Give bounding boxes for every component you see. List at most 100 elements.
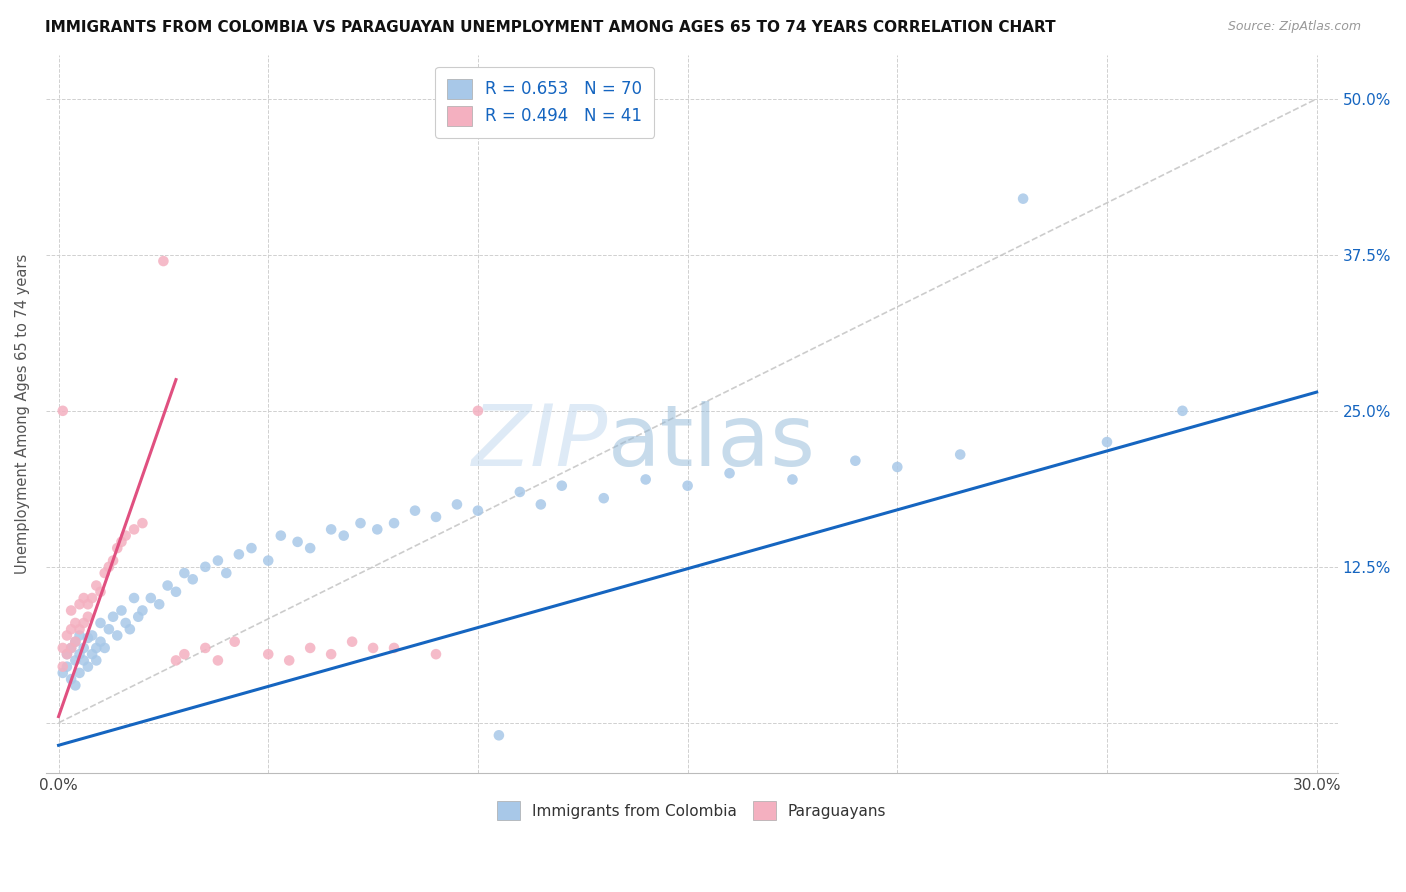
Point xyxy=(77,659,100,673)
Point xyxy=(122,591,145,605)
Point xyxy=(69,628,91,642)
Point xyxy=(173,566,195,580)
Point xyxy=(84,653,107,667)
Point xyxy=(65,653,87,667)
Point xyxy=(257,647,280,661)
Point xyxy=(181,572,204,586)
Point xyxy=(446,497,468,511)
Point xyxy=(592,491,614,505)
Point xyxy=(321,522,343,536)
Point xyxy=(332,528,354,542)
Point xyxy=(1095,435,1118,450)
Point xyxy=(240,541,263,555)
Point xyxy=(1171,404,1194,418)
Point xyxy=(105,541,128,555)
Point xyxy=(65,634,87,648)
Point xyxy=(467,503,489,517)
Point xyxy=(69,647,91,661)
Point xyxy=(56,659,79,673)
Point xyxy=(114,615,136,630)
Point xyxy=(93,566,115,580)
Point xyxy=(93,640,115,655)
Point xyxy=(676,479,699,493)
Point xyxy=(718,467,741,481)
Point xyxy=(404,503,426,517)
Point xyxy=(97,559,120,574)
Text: atlas: atlas xyxy=(607,401,815,484)
Text: Source: ZipAtlas.com: Source: ZipAtlas.com xyxy=(1227,20,1361,33)
Point xyxy=(467,404,489,418)
Point xyxy=(139,591,162,605)
Point xyxy=(634,473,657,487)
Point xyxy=(509,485,531,500)
Point xyxy=(97,622,120,636)
Point xyxy=(382,640,405,655)
Point xyxy=(299,640,322,655)
Point xyxy=(73,615,96,630)
Point xyxy=(89,584,111,599)
Point xyxy=(257,553,280,567)
Point xyxy=(60,640,83,655)
Point xyxy=(287,534,309,549)
Point xyxy=(69,597,91,611)
Point xyxy=(782,473,804,487)
Point xyxy=(156,578,179,592)
Point xyxy=(366,522,388,536)
Point xyxy=(361,640,384,655)
Point xyxy=(194,640,217,655)
Point xyxy=(56,647,79,661)
Point xyxy=(56,647,79,661)
Point xyxy=(122,522,145,536)
Point xyxy=(131,603,153,617)
Point xyxy=(110,603,132,617)
Point xyxy=(114,528,136,542)
Point xyxy=(84,640,107,655)
Point xyxy=(60,672,83,686)
Point xyxy=(488,728,510,742)
Point xyxy=(949,448,972,462)
Point xyxy=(886,460,908,475)
Point xyxy=(105,628,128,642)
Y-axis label: Unemployment Among Ages 65 to 74 years: Unemployment Among Ages 65 to 74 years xyxy=(15,254,30,574)
Point xyxy=(173,647,195,661)
Point xyxy=(165,653,187,667)
Point xyxy=(101,553,124,567)
Point xyxy=(530,497,553,511)
Point xyxy=(194,559,217,574)
Point xyxy=(165,584,187,599)
Point xyxy=(127,609,149,624)
Point xyxy=(52,404,75,418)
Point xyxy=(101,609,124,624)
Point xyxy=(207,553,229,567)
Point xyxy=(65,678,87,692)
Point xyxy=(207,653,229,667)
Point xyxy=(52,659,75,673)
Point xyxy=(60,640,83,655)
Point xyxy=(65,615,87,630)
Point xyxy=(425,509,447,524)
Point xyxy=(65,634,87,648)
Point xyxy=(52,665,75,680)
Point xyxy=(228,547,250,561)
Point xyxy=(382,516,405,530)
Point xyxy=(321,647,343,661)
Point xyxy=(278,653,301,667)
Point xyxy=(152,254,174,268)
Point xyxy=(82,628,104,642)
Point xyxy=(1012,192,1035,206)
Point xyxy=(82,647,104,661)
Point xyxy=(270,528,292,542)
Text: ZIP: ZIP xyxy=(471,401,607,484)
Point xyxy=(89,615,111,630)
Point xyxy=(118,622,141,636)
Point xyxy=(73,640,96,655)
Point xyxy=(299,541,322,555)
Text: IMMIGRANTS FROM COLOMBIA VS PARAGUAYAN UNEMPLOYMENT AMONG AGES 65 TO 74 YEARS CO: IMMIGRANTS FROM COLOMBIA VS PARAGUAYAN U… xyxy=(45,20,1056,35)
Point xyxy=(56,628,79,642)
Point xyxy=(77,631,100,645)
Point xyxy=(425,647,447,661)
Point xyxy=(84,578,107,592)
Point xyxy=(60,603,83,617)
Point xyxy=(73,653,96,667)
Point xyxy=(73,591,96,605)
